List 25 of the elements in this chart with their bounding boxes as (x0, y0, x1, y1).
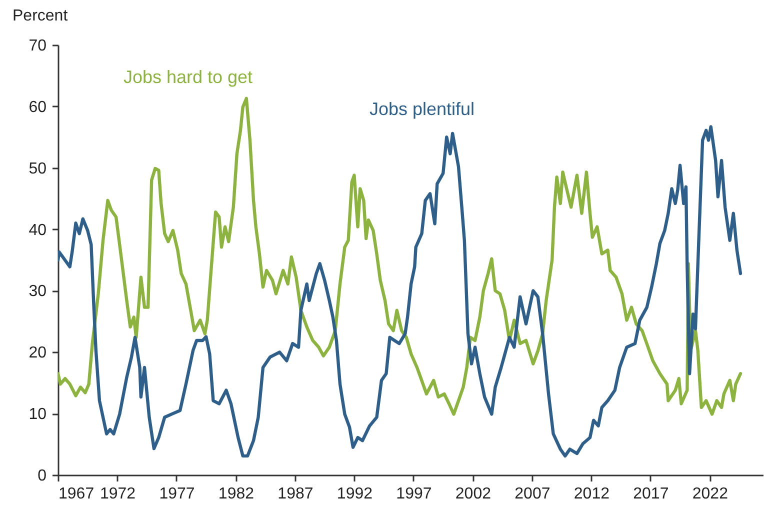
y-tick-label: 10 (28, 406, 47, 424)
series-label: Jobs plentiful (369, 99, 475, 119)
y-tick-label: 60 (28, 98, 47, 116)
y-axis-title: Percent (12, 8, 68, 24)
x-tick-label: 1997 (396, 486, 432, 502)
x-tick-label: 2007 (514, 486, 550, 502)
x-tick-label: 1972 (100, 486, 136, 502)
y-tick-label: 30 (28, 283, 47, 300)
x-tick-label: 2017 (633, 486, 669, 502)
line-series (58, 125, 742, 458)
x-tick-label: 1982 (218, 486, 254, 502)
x-tick-label: 2022 (692, 486, 728, 502)
y-tick-label: 20 (28, 344, 47, 362)
y-tick-label: 40 (28, 222, 47, 239)
y-tick-label: 0 (38, 468, 47, 484)
y-tick-label: 50 (28, 160, 47, 178)
x-tick-label: 1967 (58, 486, 94, 502)
x-tick-label: 1992 (336, 486, 373, 502)
x-tick-label: 1977 (159, 486, 195, 502)
y-tick-label: 70 (28, 38, 47, 54)
line-series (58, 96, 742, 416)
x-tick-label: 2012 (574, 486, 610, 502)
x-tick-label: 1987 (278, 486, 314, 502)
x-tick-label: 2002 (455, 486, 492, 502)
series-label: Jobs hard to get (123, 67, 253, 87)
